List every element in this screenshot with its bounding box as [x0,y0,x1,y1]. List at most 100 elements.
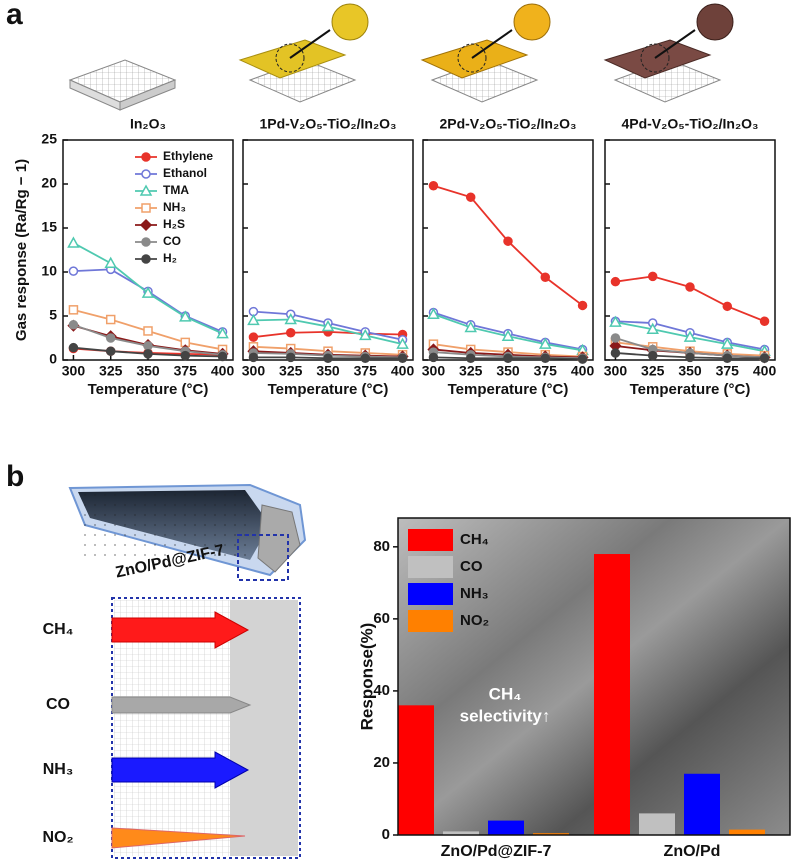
gas-label: CH₄ [43,621,74,638]
x-axis-label: Temperature (°C) [268,381,389,398]
marker [104,256,117,268]
legend-swatch [408,583,453,605]
marker [247,313,260,326]
x-tick-label: 375 [534,363,558,379]
marker [683,330,697,342]
bar [533,833,569,835]
legend-marker [141,254,151,264]
x-tick-label: 350 [316,363,340,379]
y-tick-label: 25 [41,131,57,147]
marker [647,350,658,361]
legend-marker [141,237,151,247]
x-tick-label: 325 [459,363,483,379]
x-tick-label: 300 [604,363,628,379]
marker [501,329,515,341]
y-tick-label: 60 [373,610,390,627]
chart-title: 1Pd-V₂O₅-TiO₂/In₂O₃ [259,116,396,132]
marker [68,342,79,353]
x-tick-label: 350 [136,363,160,379]
bar [639,813,675,835]
marker [179,310,192,322]
marker [577,300,588,311]
marker [285,327,296,338]
substrate-sketches [68,3,734,111]
x-tick-label: 375 [716,363,740,379]
legend-marker [139,184,153,196]
legend-label: NO₂ [460,612,489,629]
marker [143,326,153,336]
marker [67,236,80,248]
panel-label: a [6,0,23,31]
x-tick-label: 325 [99,363,123,379]
marker [540,272,551,283]
marker [721,337,734,349]
bar [729,829,765,835]
marker [610,348,621,358]
marker [685,282,695,292]
plot-frame [604,139,776,361]
x-tick-label: 300 [62,363,86,379]
marker [105,333,116,343]
bar [684,773,720,835]
legend-label: Ethanol [163,166,207,180]
marker [428,352,439,363]
x-tick-label: 400 [753,363,777,379]
legend-label: Ethylene [163,149,213,163]
y-tick-label: 80 [373,538,390,555]
x-tick-label: 350 [678,363,702,379]
series-line [73,268,223,333]
marker [143,341,153,351]
x-tick-label: ZnO/Pd@ZIF-7 [441,843,552,860]
marker [248,352,259,363]
legend-marker [141,169,151,179]
marker [248,332,259,342]
y-tick-label: 20 [373,754,390,771]
marker [503,236,513,246]
marker [539,337,552,349]
marker [759,316,770,327]
marker [646,322,659,334]
bar [488,820,524,835]
y-axis-label: Gas response (Ra/Rg − 1) [13,159,30,341]
marker [465,192,476,202]
chart-title: 4Pd-V₂O₅-TiO₂/In₂O₃ [621,116,758,132]
gas-label: CO [46,696,70,713]
legend-label: NH₃ [460,585,489,602]
marker [609,315,622,327]
marker [540,353,551,363]
x-tick-label: 300 [242,363,266,379]
marker [68,320,79,330]
y-tick-label: 40 [373,682,390,699]
y-axis-label: Response(%) [357,623,376,731]
legend-marker [139,218,153,232]
marker [284,312,297,325]
marker [105,346,116,356]
x-tick-label: 325 [279,363,303,379]
x-tick-label: 400 [571,363,595,379]
x-axis-label: Temperature (°C) [88,381,209,398]
marker [359,328,372,341]
legend-label: CO [163,234,181,248]
marker [396,337,409,349]
x-axis-label: Temperature (°C) [448,381,569,398]
chart-title: 2Pd-V₂O₅-TiO₂/In₂O₃ [439,116,576,132]
marker [503,353,513,363]
x-tick-label: 300 [422,363,446,379]
legend-label: CH₄ [460,531,489,548]
x-axis-label: Temperature (°C) [630,381,751,398]
panel-label: b [6,460,24,493]
bar [443,831,479,835]
plot-frame [397,517,791,836]
nanorod-sketch [68,483,307,859]
marker [360,353,371,363]
marker [722,353,733,363]
bar [398,705,434,835]
marker [465,353,476,363]
marker [428,181,439,191]
marker [180,350,191,361]
annotation: CH₄ [489,684,522,703]
legend-label: CO [460,558,483,575]
marker [217,351,228,362]
marker [610,333,621,343]
